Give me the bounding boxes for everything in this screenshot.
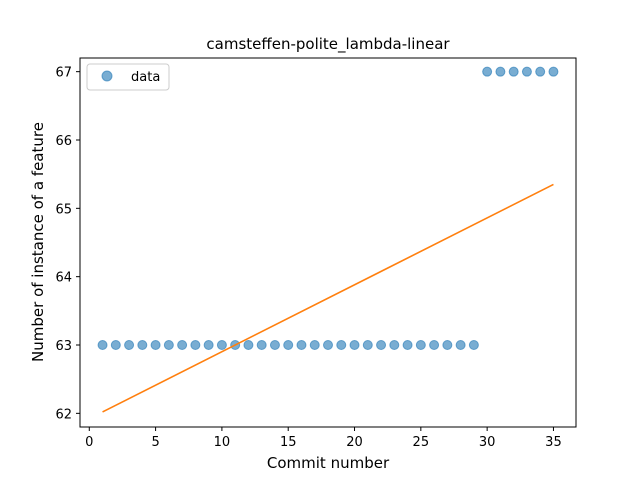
x-axis: 0 5 10 15 20 25 30 35 [85,427,562,450]
legend-marker [101,70,113,82]
data-point [124,340,135,350]
data-point [455,340,466,350]
y-axis: 62 63 64 65 66 67 [55,66,80,422]
data-point [190,340,201,350]
plot-frame [79,57,577,428]
data-point [468,340,479,350]
x-tick-label: 10 [214,435,231,450]
y-tick-label: 65 [55,202,72,217]
data-point [548,66,559,77]
x-tick-label: 0 [85,435,93,450]
y-tick-label: 64 [55,271,72,286]
data-point [163,340,174,350]
data-point [97,340,108,350]
x-axis-label: Commit number [267,454,390,472]
data-point [521,66,532,77]
data-point [243,340,254,350]
data-point [535,66,546,77]
data-point [429,340,440,350]
plot-area [97,66,559,413]
data-point [110,340,121,350]
data-point [203,340,214,350]
data-point [349,340,360,350]
data-point [283,340,294,350]
data-point [415,340,426,350]
x-tick-label: 30 [479,435,496,450]
data-point [362,340,373,350]
legend: data [86,63,170,91]
fit-line [102,183,554,413]
y-tick-label: 62 [55,407,72,422]
data-point [296,340,307,350]
chart-title: camsteffen-polite_lambda-linear [206,35,450,54]
data-point [482,66,493,77]
y-tick-label: 67 [55,66,72,81]
data-point [177,340,188,350]
data-point [442,340,453,350]
legend-box [86,63,170,91]
data-point [269,340,280,350]
legend-label-data: data [131,70,160,85]
y-tick-label: 66 [55,134,72,149]
data-point [150,340,161,350]
data-point [495,66,506,77]
x-tick-label: 25 [413,435,430,450]
y-axis-label: Number of instance of a feature [29,122,47,362]
data-point [323,340,333,350]
data-point [336,340,347,350]
data-point [309,340,320,350]
data-point [256,340,267,350]
x-tick-label: 35 [545,435,562,450]
x-tick-label: 20 [346,435,363,450]
x-tick-label: 15 [280,435,297,450]
x-tick-label: 5 [151,435,159,450]
data-point [376,340,387,350]
data-point [508,66,519,77]
data-point [402,340,413,350]
data-point [137,340,148,350]
data-point [216,340,227,350]
data-point [389,340,400,350]
y-tick-label: 63 [55,339,72,354]
